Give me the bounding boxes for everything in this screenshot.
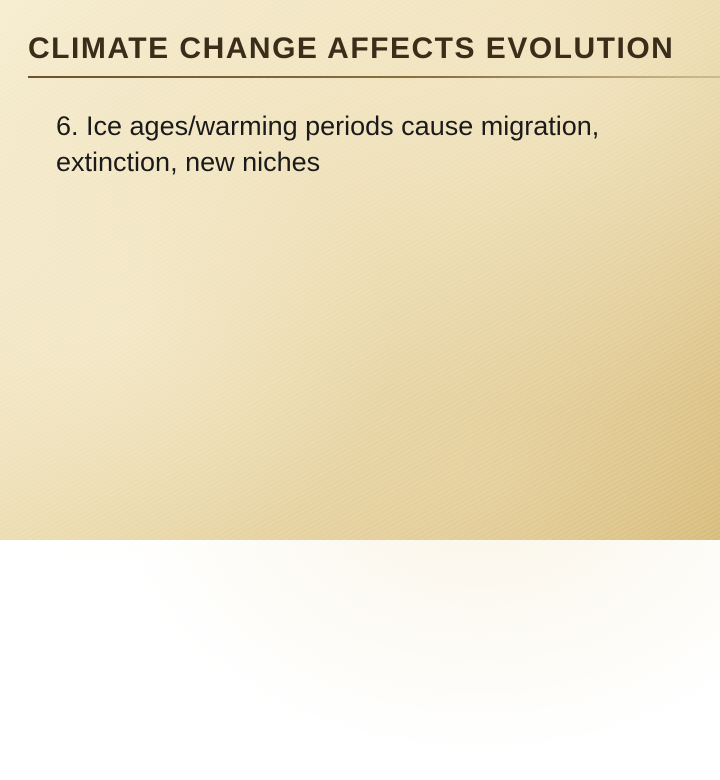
slide-title: CLIMATE CHANGE AFFECTS EVOLUTION [28,32,674,66]
slide-body: 6. Ice ages/warming periods cause migrat… [56,108,620,181]
slide-container: CLIMATE CHANGE AFFECTS EVOLUTION 6. Ice … [0,0,720,540]
stripe-texture [0,0,720,540]
title-underline [28,76,720,78]
